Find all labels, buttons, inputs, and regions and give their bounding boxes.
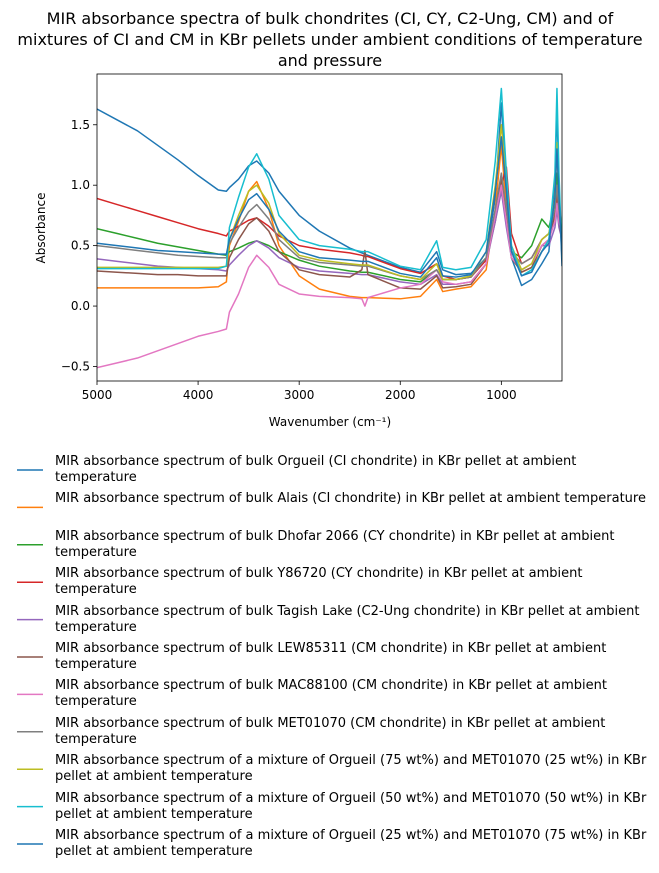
- x-tick-label: 3000: [284, 388, 315, 402]
- x-tick-label: 1000: [486, 388, 517, 402]
- y-tick-label: 1.5: [71, 118, 90, 132]
- x-tick-label: 4000: [183, 388, 214, 402]
- legend-label: MIR absorbance spectrum of bulk MAC88100…: [55, 678, 607, 710]
- series-line: [97, 136, 562, 278]
- x-axis-label: Wavenumber (cm⁻¹): [269, 415, 391, 429]
- legend-label: MIR absorbance spectrum of bulk LEW85311…: [55, 641, 607, 672]
- legend-label: MIR absorbance spectrum of bulk Orgueil …: [55, 454, 577, 485]
- series-line: [97, 124, 562, 281]
- legend-label: MIR absorbance spectrum of bulk Alais (C…: [55, 491, 646, 507]
- series-line: [97, 172, 562, 281]
- legend-label: MIR absorbance spectrum of bulk Tagish L…: [55, 603, 640, 635]
- chart-title: MIR absorbance spectra of bulk chondrite…: [17, 9, 643, 70]
- x-tick-label: 5000: [82, 388, 113, 402]
- x-tick-label: 2000: [385, 388, 416, 402]
- y-tick-label: 1.0: [71, 178, 90, 192]
- y-axis-label: Absorbance: [34, 193, 48, 264]
- legend-label: MIR absorbance spectrum of a mixture of …: [55, 828, 647, 859]
- series-line: [97, 178, 562, 290]
- series-line: [97, 87, 562, 277]
- y-tick-label: −0.5: [61, 359, 90, 373]
- legend-label: MIR absorbance spectrum of bulk Dhofar 2…: [55, 528, 615, 560]
- plot-frame: [96, 73, 563, 382]
- legend-label: MIR absorbance spectrum of a mixture of …: [55, 753, 647, 785]
- legend-label: MIR absorbance spectrum of bulk Y86720 (…: [55, 566, 583, 598]
- y-tick-label: 0.0: [71, 299, 90, 313]
- y-tick-label: 0.5: [71, 239, 90, 253]
- legend-label: MIR absorbance spectrum of bulk MET01070…: [55, 715, 606, 747]
- series-line: [97, 102, 562, 287]
- legend-label: MIR absorbance spectrum of a mixture of …: [55, 790, 647, 822]
